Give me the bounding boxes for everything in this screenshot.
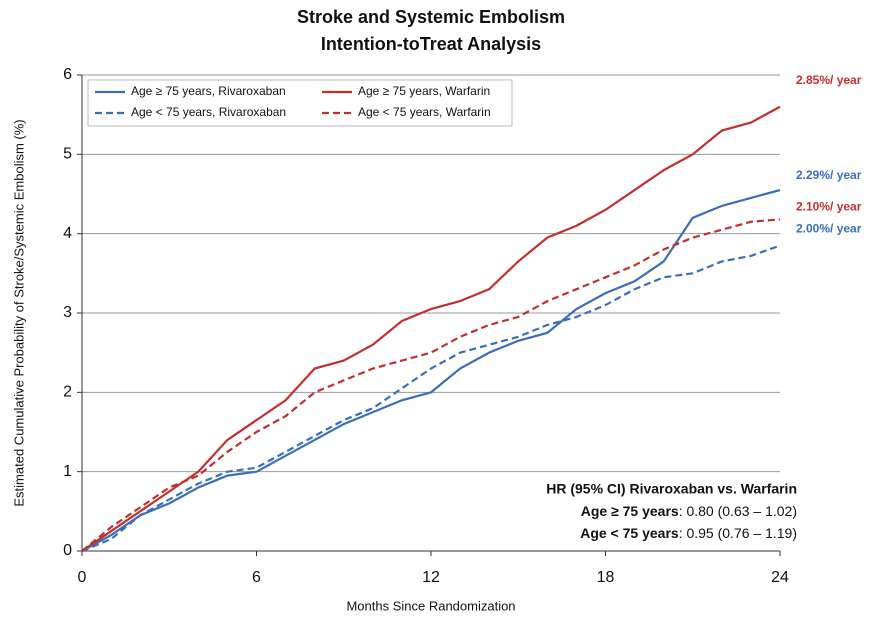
series-line <box>81 188 781 552</box>
y-tick-label: 5 <box>63 146 72 163</box>
legend-label: Age < 75 years, Rivaroxaban <box>131 105 286 119</box>
end-label: 2.85%/ year <box>796 73 862 87</box>
x-tick-label: 0 <box>78 569 87 586</box>
x-axis-label: Months Since Randomization <box>346 598 515 613</box>
x-tick-label: 12 <box>422 569 440 586</box>
y-axis-label: Estimated Cumulative Probability of Stro… <box>11 119 26 506</box>
x-tick-label: 6 <box>252 569 261 586</box>
hr-row-bold: Age ≥ 75 years <box>581 503 679 519</box>
hr-row: Age < 75 years: 0.95 (0.76 – 1.19) <box>580 525 797 541</box>
x-tick-label: 24 <box>771 569 789 586</box>
legend-label: Age < 75 years, Warfarin <box>358 105 491 119</box>
hr-title: HR (95% CI) Rivaroxaban vs. Warfarin <box>546 481 797 497</box>
end-label: 2.10%/ year <box>796 200 862 214</box>
hr-row: Age ≥ 75 years: 0.80 (0.63 – 1.02) <box>581 503 797 519</box>
y-tick-label: 4 <box>63 225 72 242</box>
series-line <box>81 105 781 552</box>
y-tick-label: 2 <box>63 384 72 401</box>
x-tick-label: 18 <box>597 569 615 586</box>
legend-label: Age ≥ 75 years, Rivaroxaban <box>131 84 286 98</box>
hr-row-text: : 0.80 (0.63 – 1.02) <box>679 503 797 519</box>
y-tick-label: 3 <box>63 304 72 321</box>
chart-title: Stroke and Systemic Embolism <box>297 7 565 27</box>
series-line <box>81 218 781 552</box>
end-label: 2.00%/ year <box>796 222 862 236</box>
series-line <box>81 244 781 553</box>
end-label: 2.29%/ year <box>796 168 862 182</box>
chart-subtitle: Intention-toTreat Analysis <box>321 34 541 54</box>
legend-label: Age ≥ 75 years, Warfarin <box>358 84 490 98</box>
hr-row-bold: Age < 75 years <box>580 525 679 541</box>
y-tick-label: 1 <box>63 463 72 480</box>
legend-box <box>87 79 513 127</box>
y-tick-label: 6 <box>63 66 72 83</box>
hr-row-text: : 0.95 (0.76 – 1.19) <box>679 525 797 541</box>
y-tick-label: 0 <box>63 542 72 559</box>
